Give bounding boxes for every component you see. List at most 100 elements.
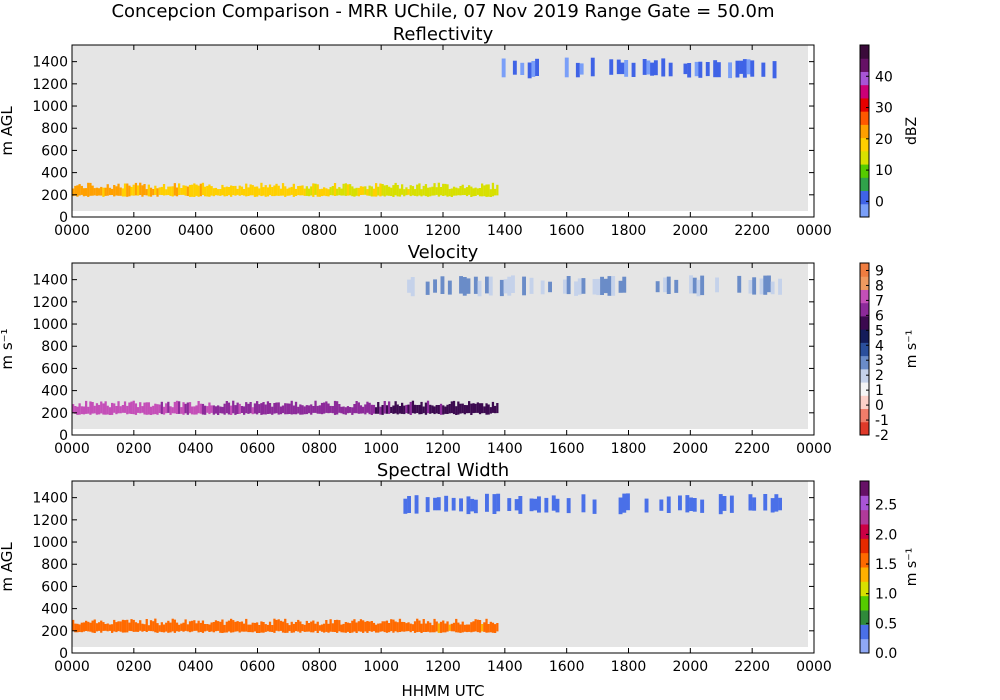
echo-cell [98, 404, 101, 415]
echo-cell [566, 276, 571, 295]
echo-cell [405, 404, 408, 414]
colorbar-tick-label: 0 [875, 194, 884, 210]
echo-cell [214, 406, 218, 414]
echo-cell [286, 403, 289, 415]
panel-title: Velocity [408, 242, 479, 263]
echo-cell [111, 188, 114, 195]
echo-cell [123, 183, 127, 197]
echo-cell [418, 183, 421, 196]
echo-cell [147, 625, 150, 631]
echo-cell [223, 187, 226, 197]
echo-cell [206, 624, 209, 631]
echo-cell [279, 188, 283, 196]
x-tick-label: 1000 [363, 441, 399, 457]
echo-cell [115, 406, 118, 415]
echo-cell [251, 185, 254, 196]
echo-cell [162, 406, 166, 415]
echo-cell [268, 184, 272, 196]
echo-cell [132, 184, 135, 196]
echo-cell [305, 620, 308, 632]
echo-cell [262, 622, 265, 633]
x-tick-label: 2000 [673, 441, 709, 457]
echo-cell [433, 497, 437, 511]
x-tick-label: 2200 [734, 659, 770, 675]
echo-cell [245, 402, 248, 414]
echo-cell [100, 620, 103, 633]
x-tick-label: 1600 [549, 441, 585, 457]
echo-cell [407, 189, 410, 195]
echo-cell [162, 624, 166, 633]
echo-cell [201, 620, 205, 633]
echo-cell [152, 621, 155, 632]
echo-cell [290, 621, 293, 633]
x-tick-label: 1800 [611, 659, 647, 675]
echo-cell [130, 186, 133, 196]
echo-cell [450, 623, 453, 632]
echo-cell [154, 185, 157, 195]
echo-cell [243, 406, 246, 415]
x-tick-label: 1800 [611, 223, 647, 239]
colorbar-tick-label: 2.0 [875, 527, 897, 543]
colorbar-segment [860, 97, 869, 112]
echo-cell [115, 622, 118, 633]
echo-cell [286, 188, 289, 196]
echo-cell [227, 620, 231, 632]
echo-cell [346, 622, 350, 632]
echo-cell [489, 189, 492, 197]
echo-cell [468, 401, 471, 414]
echo-cell [128, 622, 131, 631]
echo-cell [459, 276, 463, 294]
x-tick-label: 2000 [673, 659, 709, 675]
x-tick-label: 1400 [487, 223, 523, 239]
echo-cell [492, 494, 497, 514]
echo-cell [264, 624, 267, 632]
echo-cell [600, 276, 604, 295]
echo-cell [152, 405, 155, 415]
echo-cell [234, 621, 237, 632]
echo-cell [253, 403, 257, 414]
echo-cell [238, 621, 241, 633]
echo-cell [85, 188, 88, 196]
x-tick-label: 0000 [54, 659, 90, 675]
echo-cell [485, 618, 488, 633]
echo-cell [338, 404, 341, 413]
echo-cell [379, 623, 382, 632]
colorbar-tick-label: 5 [875, 323, 884, 339]
x-tick-label: 0400 [178, 223, 214, 239]
echo-cell [452, 400, 456, 415]
echo-cell [210, 186, 213, 196]
echo-cell [221, 619, 224, 633]
x-tick-label: 0000 [796, 223, 832, 239]
echo-cell [312, 406, 315, 413]
echo-cell [424, 623, 428, 632]
y-tick-label: 1400 [32, 273, 68, 289]
echo-cell [416, 405, 419, 413]
echo-cell [579, 63, 584, 75]
echo-cell [260, 182, 263, 197]
echo-cell [411, 400, 415, 414]
echo-cell [396, 185, 399, 197]
echo-cell [440, 276, 445, 294]
echo-cell [487, 624, 490, 633]
echo-cell [301, 185, 304, 196]
echo-cell [186, 186, 189, 196]
y-tick-label: 1000 [32, 317, 68, 333]
echo-cell [474, 187, 477, 196]
echo-cell [119, 621, 122, 632]
echo-cell [305, 186, 308, 196]
echo-cell [212, 622, 215, 633]
echo-cell [303, 624, 306, 632]
echo-cell [262, 402, 265, 415]
echo-cell [529, 277, 534, 294]
echo-cell [478, 620, 482, 633]
echo-cell [429, 187, 432, 197]
echo-cell [375, 407, 378, 414]
colorbar-tick-label: 2 [875, 368, 884, 384]
colorbar-tick-label: 7 [875, 293, 884, 309]
echo-cell [210, 622, 213, 632]
echo-cell [476, 619, 479, 633]
echo-cell [268, 403, 272, 414]
echo-cell [312, 620, 315, 633]
echo-cell [455, 187, 458, 196]
echo-layer [72, 275, 782, 415]
